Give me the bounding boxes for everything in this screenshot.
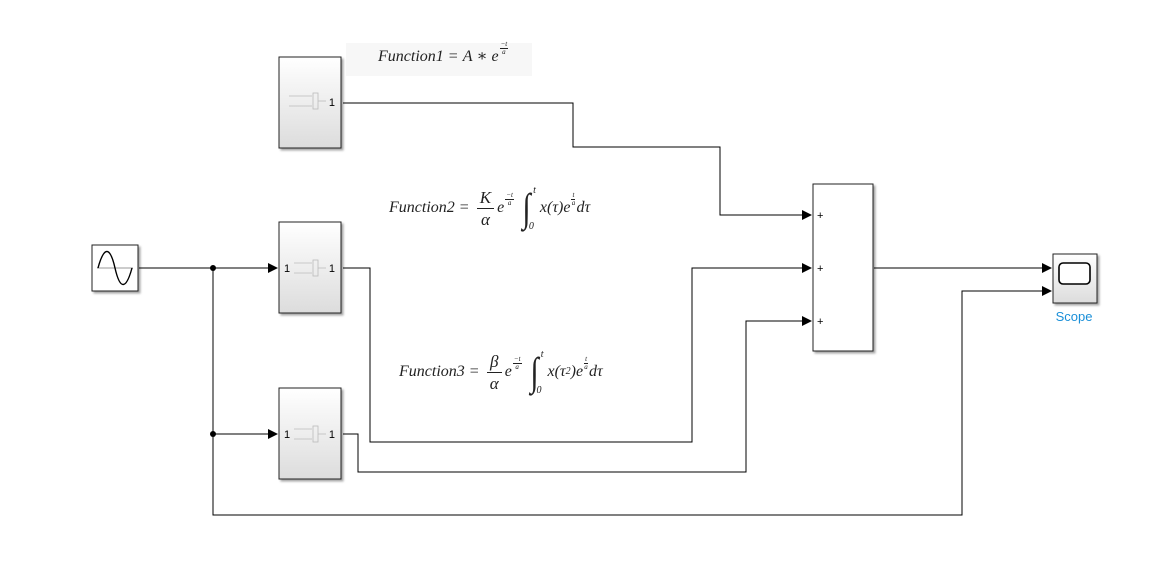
equation2-integral: ∫ t 0 [521, 185, 536, 232]
arrowhead [1042, 286, 1052, 296]
sum-sign-2: + [817, 263, 823, 275]
equation2-name: Function2 [389, 199, 455, 216]
function3-in-port-label: 1 [284, 429, 290, 441]
equation2-exponent: −t a [505, 190, 514, 207]
equation3-frac-num: β [487, 353, 502, 373]
equation1-e: e [491, 48, 499, 65]
equation3-name: Function3 [399, 363, 465, 380]
equation3-exp-num: −t [512, 354, 522, 364]
scope-screen-icon [1058, 262, 1091, 285]
equation3-in-exp-den: a [584, 362, 588, 371]
equation3-diff: dτ [589, 363, 603, 380]
equation1-background [346, 43, 532, 76]
equation3-exponent: −t a [512, 354, 522, 371]
equation3-exp-den: a [515, 362, 519, 371]
scope-label[interactable]: Scope [1055, 309, 1093, 324]
sine-wave-block[interactable] [91, 244, 139, 292]
arrowhead [268, 263, 278, 273]
equation-function3: Function3 = β α e −t a ∫ t 0 x(τ 2 )e t … [399, 349, 603, 396]
equation3-integral: ∫ t 0 [529, 349, 544, 396]
equation2-int-upper: t [533, 185, 536, 196]
line-branch-to-func3[interactable] [212, 268, 276, 435]
equation3-equals: = [469, 363, 479, 380]
line-branch-to-scope[interactable] [212, 290, 1043, 516]
sum-sign-3: + [817, 316, 823, 328]
equation3-in-exp-num: t [584, 354, 589, 364]
equation1-star: ∗ [476, 48, 488, 65]
subsystem-icon [294, 259, 326, 277]
line-func1-to-sum[interactable] [343, 102, 804, 216]
equation2-frac-num: K [476, 189, 495, 209]
signal-lines [139, 102, 1043, 516]
function2-in-port-label: 1 [284, 263, 290, 275]
arrowhead [802, 210, 812, 220]
sine-wave-icon [97, 250, 133, 286]
function1-block[interactable]: 1 [278, 56, 342, 149]
function3-block[interactable]: 1 1 [278, 387, 342, 480]
sum-sign-1: + [817, 210, 823, 222]
equation1-exp-num: −t [499, 39, 509, 49]
equation2-exp-num: −t [505, 190, 514, 200]
equation2-exp-den: a [507, 198, 512, 207]
equation3-integrand-b: )e [570, 363, 584, 380]
equation1-name: Function1 [378, 48, 444, 65]
arrowhead [802, 263, 812, 273]
equation2-equals: = [459, 199, 469, 216]
equation3-int-upper: t [540, 349, 544, 360]
equation3-int-lower: 0 [536, 385, 542, 396]
line-func2-to-sum[interactable] [343, 267, 804, 443]
equation2-in-exp-den: a [571, 198, 576, 207]
arrowhead [268, 429, 278, 439]
equation3-frac-den: α [489, 373, 499, 393]
line-func3-to-sum[interactable] [343, 320, 804, 473]
scope-block[interactable] [1052, 253, 1098, 304]
arrowheads [268, 210, 1052, 439]
function2-out-port-label: 1 [329, 263, 335, 275]
integral-sign: ∫ [522, 185, 531, 230]
arrowhead [1042, 263, 1052, 273]
equation2-integrand: x(τ)e [539, 199, 571, 216]
equation3-fraction: β α [487, 353, 502, 392]
equation3-e: e [504, 363, 512, 380]
function3-out-port-label: 1 [329, 429, 335, 441]
equation2-int-lower: 0 [528, 221, 534, 232]
subsystem-icon [289, 92, 326, 110]
equation1-body: A [462, 48, 473, 65]
equation1-equals: = [448, 48, 458, 65]
subsystem-icon [294, 425, 326, 443]
equation1-exponent: −t a [499, 39, 509, 56]
equation3-inner-exponent: t a [584, 354, 589, 371]
equation2-fraction: K α [476, 189, 495, 229]
equation2-frac-den: α [481, 209, 490, 229]
integral-sign: ∫ [529, 349, 539, 394]
function1-out-port-label: 1 [329, 97, 335, 109]
equation-function1: Function1 = A ∗ e −t a [378, 40, 509, 65]
equation3-square: 2 [565, 366, 571, 377]
equation3-integrand-a: x(τ [547, 363, 566, 380]
equation2-in-exp-num: t [571, 190, 576, 200]
arrowhead [802, 316, 812, 326]
sum-block[interactable]: + + + [812, 183, 874, 352]
equation-function2: Function2 = K α e −t a ∫ t 0 x(τ)e t a d… [389, 185, 591, 232]
equation1-exp-den: a [502, 47, 506, 56]
equation2-diff: dτ [576, 199, 591, 216]
function2-block[interactable]: 1 1 [278, 221, 342, 314]
equation2-e: e [497, 199, 505, 216]
branch-point [210, 265, 216, 271]
equation2-inner-exponent: t a [571, 190, 576, 207]
branch-point [210, 431, 216, 437]
